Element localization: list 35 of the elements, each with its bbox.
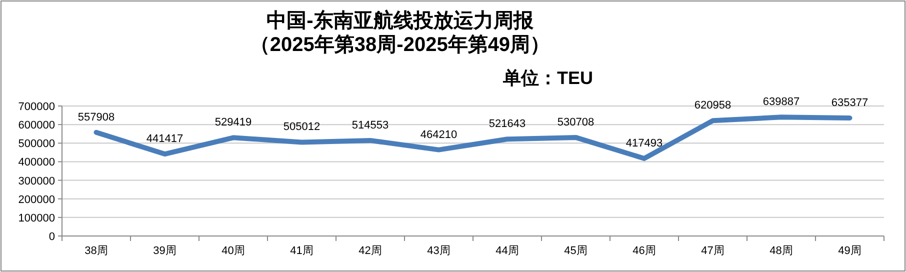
x-tick-label: 40周 [222, 245, 245, 257]
data-label: 557908 [78, 111, 115, 124]
y-tick-label: 400000 [18, 156, 55, 169]
x-tick-label: 38周 [84, 245, 108, 257]
text: 单位：TEU [502, 68, 593, 88]
x-tick-label: 41周 [290, 245, 314, 257]
data-label: 635377 [831, 97, 868, 109]
y-tick-label: 700000 [18, 101, 55, 113]
x-tick-label: 45周 [564, 245, 588, 257]
data-label: 464210 [420, 128, 458, 141]
y-tick-label: 300000 [18, 175, 55, 188]
chart-subtitle: （2025年第38周-2025年第49周） [250, 34, 550, 56]
data-label: 417493 [626, 137, 663, 150]
y-tick-label: 100000 [18, 212, 55, 224]
chart-title: 中国-东南亚航线投放运力周报 [266, 9, 534, 32]
x-tick-label: 47周 [701, 245, 724, 257]
x-tick-label: 43周 [427, 245, 450, 257]
x-tick-label: 49周 [838, 245, 862, 257]
data-label: 521643 [488, 118, 526, 130]
data-label: 620958 [694, 100, 732, 112]
data-label: 530708 [557, 116, 594, 128]
y-tick-label: 0 [48, 231, 55, 243]
data-label: 505012 [283, 121, 320, 134]
y-tick-label: 600000 [18, 120, 55, 132]
y-tick-label: 200000 [18, 194, 55, 206]
x-tick-label: 48周 [770, 245, 793, 257]
data-label: 514553 [352, 119, 389, 132]
y-tick-label: 500000 [18, 138, 55, 150]
x-tick-label: 46周 [632, 245, 656, 257]
x-tick-label: 39周 [153, 245, 176, 257]
data-label: 441417 [146, 133, 184, 146]
x-tick-label: 44周 [496, 245, 519, 257]
data-label: 639887 [762, 96, 800, 108]
x-tick-label: 42周 [358, 245, 382, 257]
data-label: 529419 [214, 116, 252, 129]
